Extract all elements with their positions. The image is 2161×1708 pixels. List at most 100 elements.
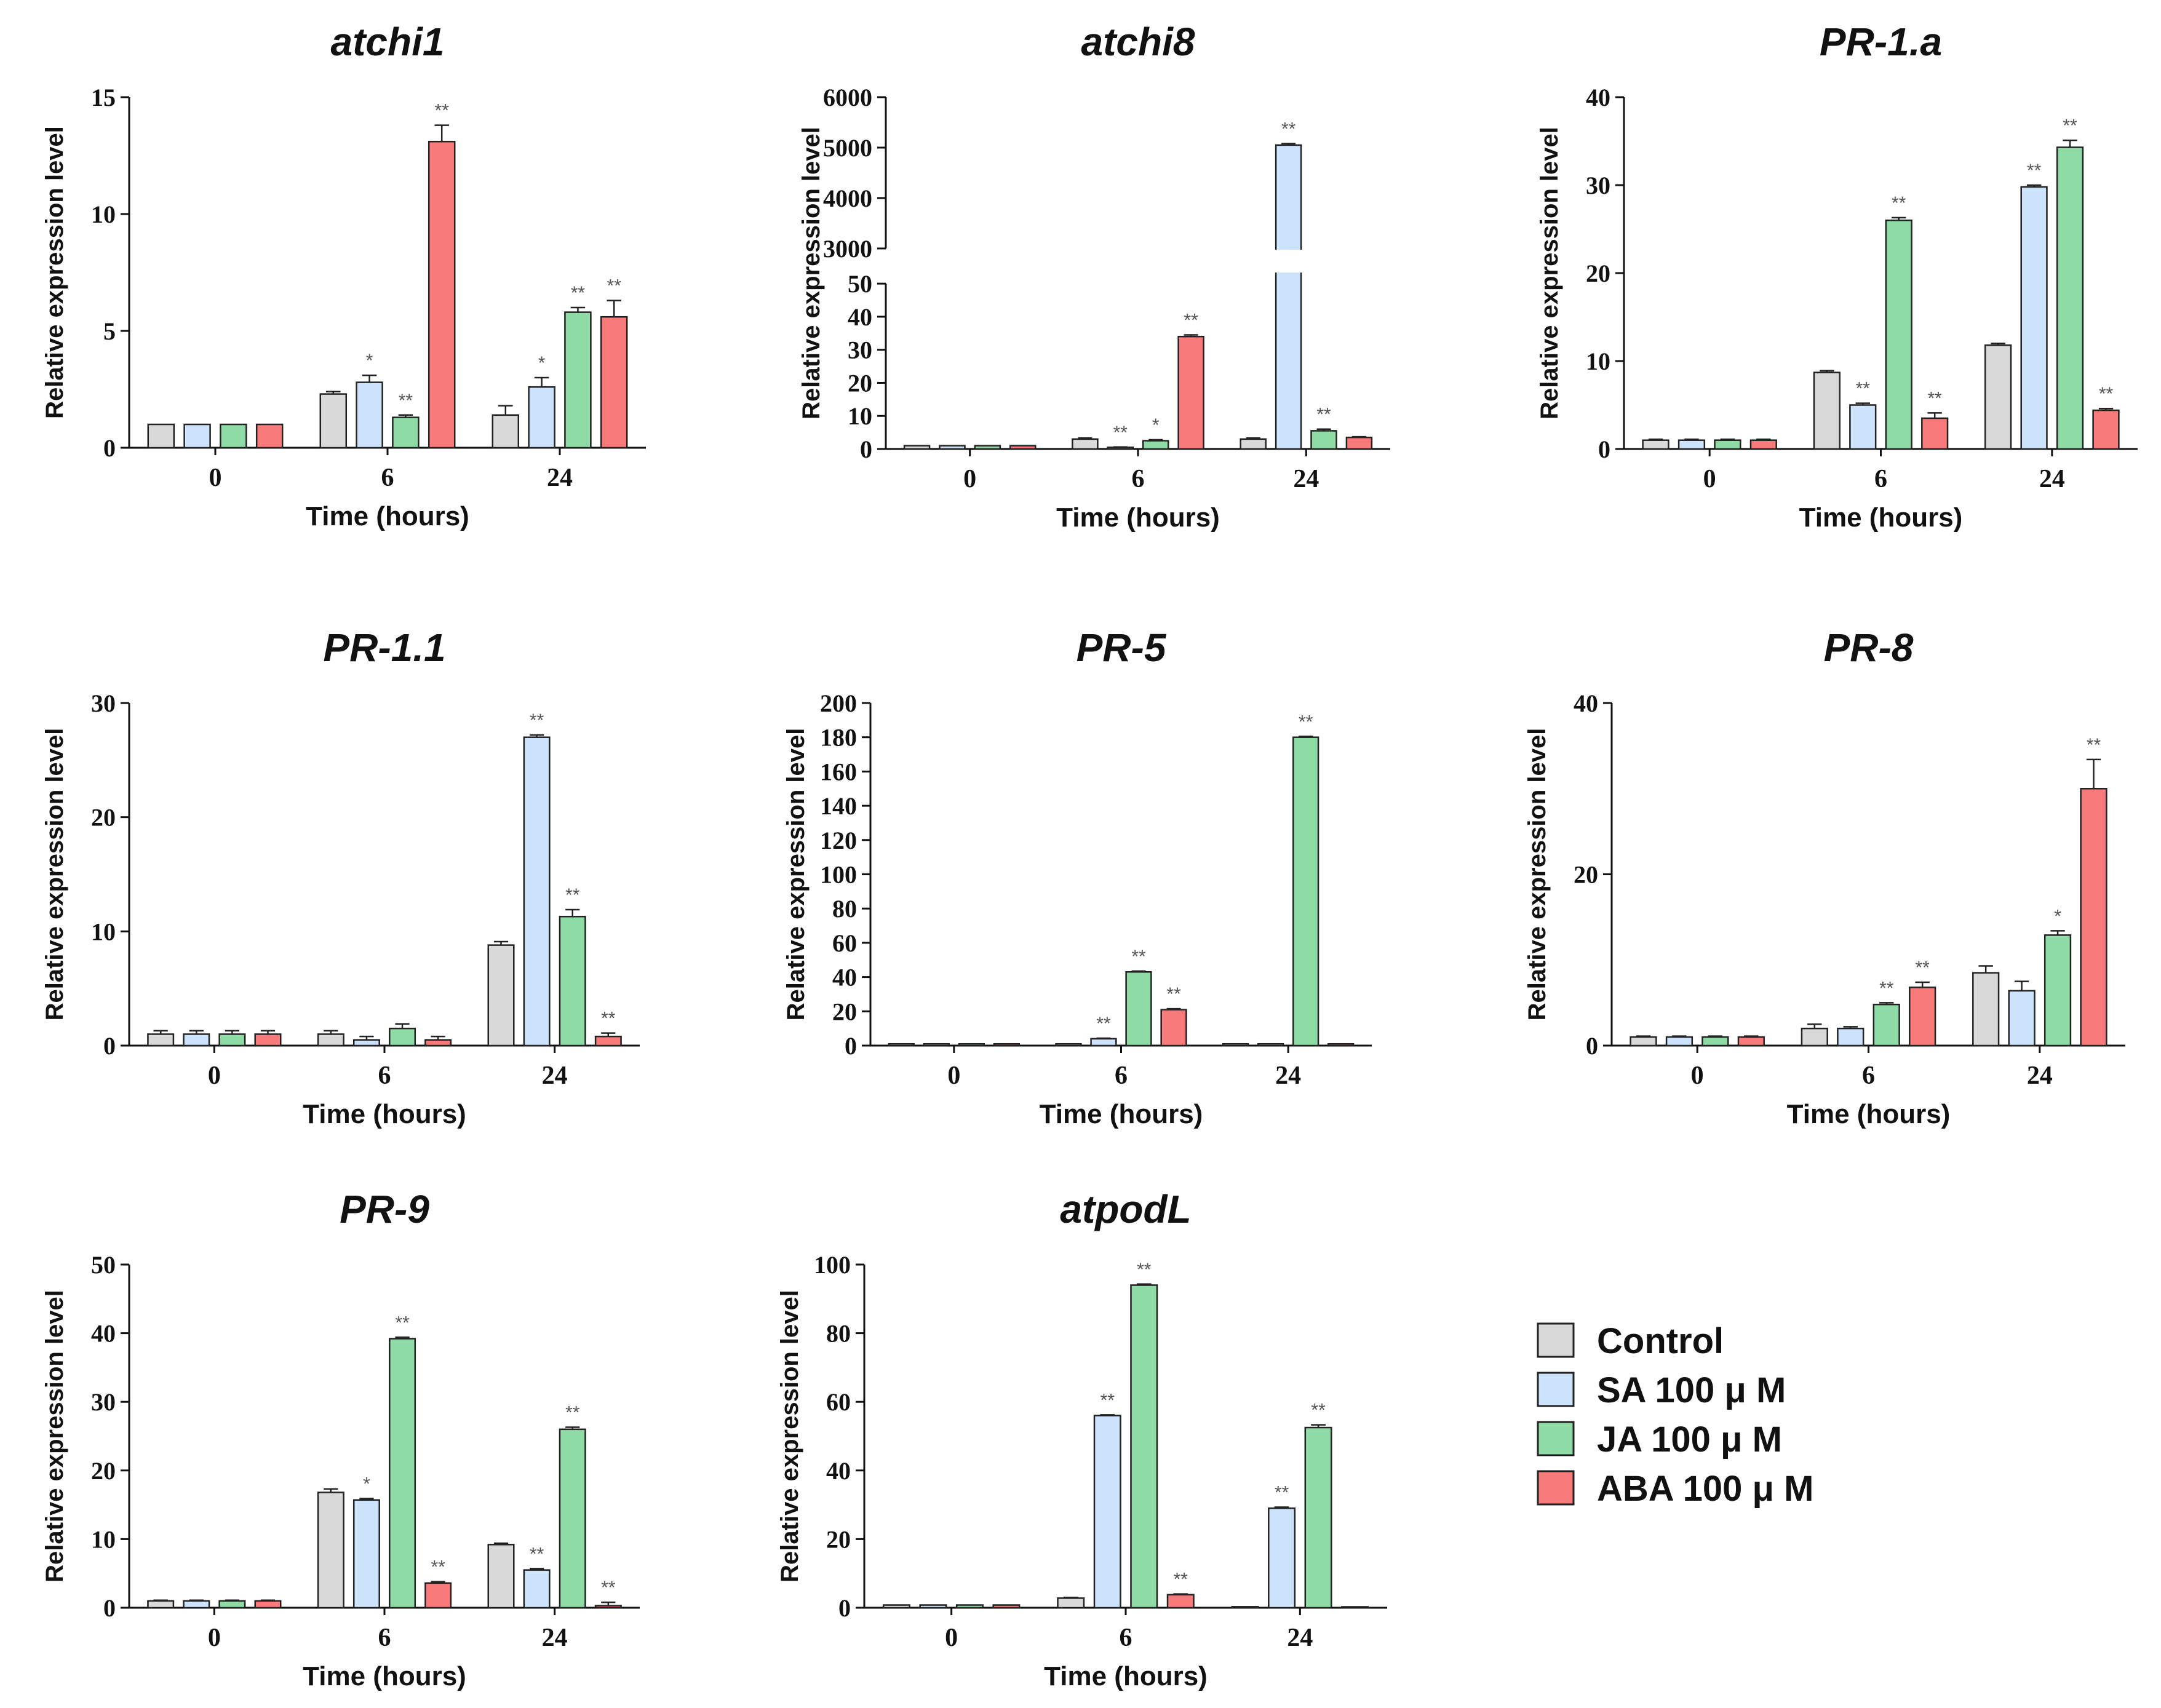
significance-mark: ** — [565, 1402, 580, 1423]
significance-mark: ** — [1096, 1014, 1111, 1034]
bar — [1984, 344, 2012, 450]
chart-title: PR-8 — [1824, 626, 1914, 670]
bar — [1160, 1009, 1187, 1047]
chart-title: atpodL — [1060, 1187, 1191, 1231]
bar — [903, 445, 931, 450]
bar — [317, 1492, 344, 1609]
y-axis-label: Relative expression level — [41, 1290, 68, 1583]
bar — [317, 1033, 344, 1047]
bar — [183, 1600, 210, 1609]
x-axis-label: Time (hours) — [1787, 1099, 1951, 1129]
bar — [882, 1604, 910, 1609]
significance-mark: * — [363, 1474, 370, 1495]
bar — [1341, 1606, 1369, 1609]
y-axis-label: Relative expression level — [1536, 127, 1563, 419]
bar — [147, 423, 175, 449]
chart-title: PR-5 — [1077, 626, 1167, 670]
significance-mark: ** — [399, 391, 413, 411]
significance-mark: ** — [1137, 1260, 1152, 1280]
bar — [183, 423, 211, 449]
significance-mark: ** — [395, 1313, 410, 1333]
chart-atchi1: atchi1 0 5 10 15 Relative expression level 0 6 *… — [41, 20, 646, 531]
y-tick-label: 30 — [91, 1388, 116, 1416]
bar — [559, 1428, 586, 1609]
bar — [392, 416, 420, 449]
y-tick-label: 140 — [820, 792, 857, 820]
bar — [389, 1027, 416, 1047]
x-tick-label: 0 — [209, 464, 222, 492]
bar — [1275, 144, 1302, 450]
bar — [1630, 1036, 1657, 1047]
chart-pr-1-1: PR-1.1 0 10 20 30 Relative expression level 0 6… — [41, 626, 640, 1129]
significance-mark: ** — [1915, 958, 1930, 978]
legend: Control SA 100 μ M JA 100 μ M ABA 100 μ M — [1537, 1321, 1813, 1509]
y-axis-label: Relative expression level — [798, 127, 825, 419]
significance-mark: * — [366, 351, 373, 371]
bar — [1057, 1597, 1085, 1609]
bar — [2080, 788, 2107, 1047]
bar — [254, 1600, 282, 1609]
legend-swatch — [1537, 1470, 1575, 1506]
legend-label: Control — [1597, 1321, 1724, 1361]
y-tick-label: 0 — [845, 1032, 857, 1060]
y-tick-label: 40 — [1574, 689, 1598, 717]
bar — [992, 1604, 1021, 1609]
x-tick-label: 6 — [381, 464, 394, 492]
y-tick-label: 100 — [820, 861, 857, 889]
bar — [1125, 971, 1152, 1047]
significance-mark: ** — [565, 885, 580, 905]
bar — [1837, 1027, 1865, 1047]
bar — [1231, 1606, 1259, 1609]
significance-mark: ** — [571, 283, 586, 303]
significance-mark: ** — [1927, 388, 1942, 408]
bar — [218, 1033, 246, 1047]
bar — [1304, 1426, 1332, 1609]
bar — [424, 1582, 452, 1609]
y-tick-label: 40 — [1586, 84, 1610, 111]
y-axis-label: Relative expression level — [41, 728, 68, 1021]
y-tick-label: 30 — [91, 689, 116, 717]
y-tick-label: 20 — [848, 369, 872, 397]
y-tick-label: 0 — [838, 1594, 851, 1622]
x-tick-label: 24 — [1275, 1062, 1301, 1090]
x-tick-label: 0 — [947, 1062, 960, 1090]
bar — [955, 1604, 984, 1609]
chart-title: PR-1.1 — [323, 626, 445, 670]
legend-swatch — [1537, 1322, 1575, 1358]
x-axis-label: Time (hours) — [303, 1661, 466, 1691]
bar — [389, 1338, 416, 1609]
bar — [1345, 436, 1373, 450]
y-tick-label: 40 — [832, 964, 857, 991]
chart-pr-1-a: PR-1.a 0 10 20 30 40 Relative expression level… — [1536, 20, 2138, 533]
significance-mark: ** — [1892, 193, 1906, 213]
y-tick-label: 20 — [1586, 260, 1610, 287]
x-tick-label: 24 — [542, 1062, 568, 1090]
bar — [2008, 990, 2036, 1047]
significance-mark: ** — [530, 1544, 544, 1564]
y-tick-label: 0 — [1598, 435, 1610, 463]
y-tick-label: 10 — [91, 918, 116, 945]
y-tick-label: 0 — [103, 1032, 116, 1060]
significance-mark: ** — [601, 1578, 616, 1598]
x-axis-label: Time (hours) — [1040, 1099, 1203, 1129]
x-tick-label: 24 — [2039, 465, 2065, 493]
bar — [352, 1499, 380, 1609]
bar — [1142, 440, 1169, 450]
y-tick-label: 40 — [848, 303, 872, 331]
bar — [220, 423, 247, 449]
y-tick-label: 50 — [91, 1251, 116, 1279]
y-tick-label: 20 — [832, 998, 857, 1025]
bar — [1090, 1038, 1117, 1047]
bar — [254, 1033, 282, 1047]
x-tick-label: 6 — [1874, 465, 1887, 493]
x-tick-label: 0 — [1703, 465, 1716, 493]
y-tick-label: 10 — [91, 201, 116, 228]
bar — [1677, 439, 1706, 450]
bar — [1257, 1043, 1284, 1047]
bar — [1909, 987, 1936, 1047]
bar — [424, 1039, 452, 1047]
bar — [1240, 438, 1267, 450]
chart-title: atchi8 — [1081, 20, 1195, 64]
